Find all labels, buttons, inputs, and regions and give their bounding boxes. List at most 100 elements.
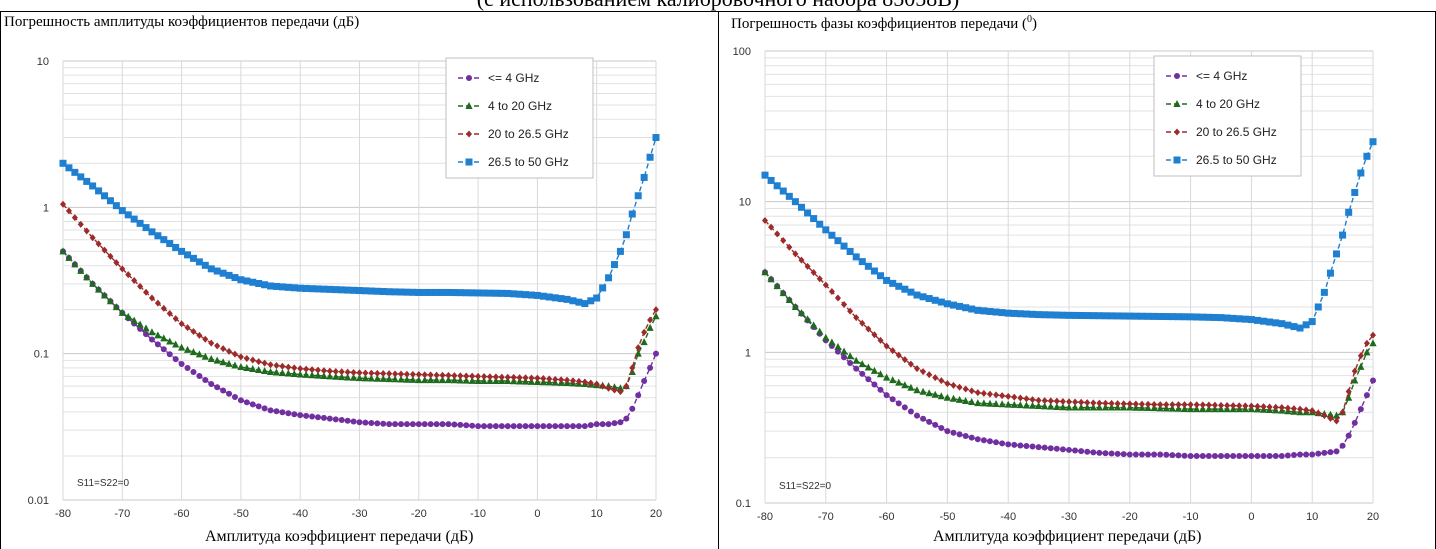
data-point — [968, 398, 976, 406]
data-point — [379, 374, 387, 382]
data-point — [143, 331, 150, 338]
data-point — [1035, 311, 1043, 319]
data-point — [219, 358, 227, 366]
data-point — [1363, 152, 1371, 160]
data-point — [653, 306, 659, 314]
legend-marker — [466, 130, 472, 138]
x-tick-label: -50 — [939, 511, 955, 523]
data-point — [1272, 319, 1280, 327]
data-point — [877, 386, 884, 393]
data-point — [858, 360, 866, 368]
legend-label-4-to-20-ghz: 4 to 20 GHz — [1196, 97, 1260, 111]
x-tick-label: -70 — [818, 511, 834, 523]
data-point — [1004, 309, 1012, 317]
data-point — [1095, 312, 1103, 320]
data-point — [207, 265, 215, 273]
data-point — [1242, 453, 1249, 460]
data-point — [266, 367, 275, 375]
data-point — [71, 214, 78, 222]
data-point — [1175, 401, 1182, 409]
data-point — [962, 385, 969, 393]
data-point — [919, 293, 927, 301]
data-point — [267, 282, 275, 290]
data-point — [95, 187, 103, 195]
legend-marker — [466, 75, 472, 81]
data-point — [629, 405, 636, 412]
data-point — [463, 422, 470, 429]
data-point — [1168, 404, 1176, 412]
data-point — [130, 215, 138, 223]
data-point — [652, 134, 660, 142]
data-point — [432, 376, 441, 384]
data-point — [1011, 393, 1018, 401]
data-point — [391, 288, 399, 296]
data-point — [816, 327, 824, 335]
data-point — [65, 253, 73, 261]
data-point — [593, 421, 600, 428]
data-point — [1236, 453, 1243, 460]
data-point — [1369, 138, 1377, 146]
series-20-to-26-5-ghz — [60, 200, 659, 396]
data-point — [883, 276, 891, 284]
data-point — [415, 421, 422, 428]
data-point — [356, 419, 363, 426]
data-point — [1308, 318, 1316, 326]
y-tick-label: 10 — [37, 56, 49, 68]
data-point — [468, 289, 476, 297]
data-point — [1181, 401, 1188, 409]
data-point — [974, 389, 981, 397]
data-point — [552, 375, 559, 383]
data-point — [338, 373, 346, 381]
data-point — [901, 285, 909, 293]
data-point — [1351, 376, 1359, 384]
data-point — [59, 247, 67, 255]
data-point — [386, 421, 393, 428]
data-point — [243, 364, 251, 372]
data-point — [599, 284, 607, 292]
data-point — [1151, 451, 1158, 458]
data-point — [450, 289, 458, 297]
data-point — [1035, 444, 1042, 451]
legend-marker — [1174, 73, 1180, 79]
data-point — [822, 333, 830, 341]
data-point — [865, 325, 872, 333]
data-point — [475, 372, 482, 380]
data-point — [142, 324, 150, 332]
data-point — [154, 331, 162, 339]
y-tick-label: 100 — [733, 46, 751, 58]
data-point — [1096, 449, 1103, 456]
data-point — [136, 320, 144, 328]
data-point — [409, 421, 416, 428]
data-point — [386, 370, 393, 378]
data-point — [1303, 451, 1310, 458]
data-point — [635, 344, 642, 352]
data-point — [100, 291, 109, 299]
data-point — [1108, 399, 1115, 407]
data-point — [475, 423, 482, 430]
data-point — [1296, 324, 1304, 332]
data-point — [516, 290, 524, 298]
data-point — [350, 418, 357, 425]
legend-label-4-ghz: <= 4 GHz — [1196, 69, 1247, 83]
data-point — [243, 354, 250, 362]
data-point — [901, 381, 909, 389]
data-point — [1145, 451, 1152, 458]
data-point — [166, 337, 174, 345]
data-point — [1095, 403, 1103, 411]
data-point — [1096, 399, 1103, 407]
data-point — [427, 288, 435, 296]
data-point — [575, 377, 582, 385]
data-point — [510, 290, 518, 298]
data-point — [1010, 400, 1018, 408]
data-point — [481, 373, 488, 381]
data-point — [89, 279, 97, 287]
data-point — [1066, 398, 1072, 406]
data-point — [303, 412, 310, 419]
data-point — [593, 294, 601, 302]
data-point — [231, 361, 239, 369]
data-point — [1193, 405, 1201, 413]
data-point — [201, 352, 209, 360]
data-point — [344, 373, 352, 381]
data-point — [112, 202, 120, 210]
data-point — [1284, 321, 1292, 329]
